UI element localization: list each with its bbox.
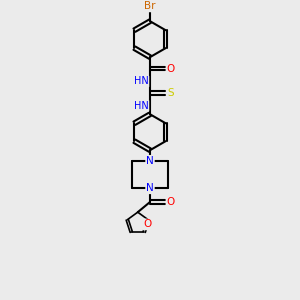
Text: HN: HN: [134, 76, 148, 86]
Text: HN: HN: [134, 101, 148, 111]
Text: S: S: [167, 88, 174, 98]
Text: Br: Br: [144, 2, 156, 11]
Text: O: O: [167, 64, 175, 74]
Text: N: N: [146, 183, 154, 193]
Text: O: O: [167, 197, 175, 207]
Text: O: O: [143, 219, 151, 230]
Text: N: N: [146, 156, 154, 166]
